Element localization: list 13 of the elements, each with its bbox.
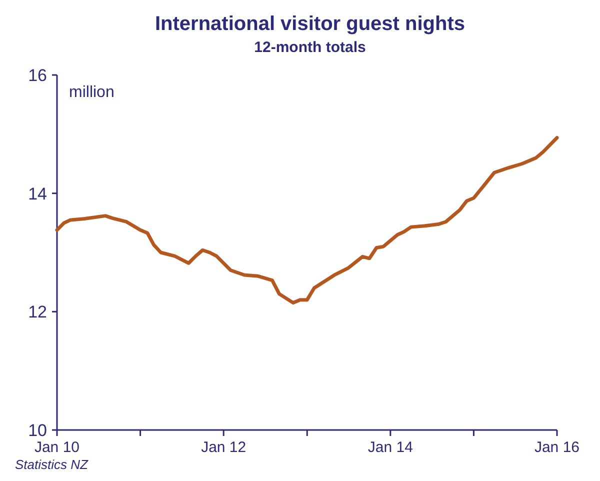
y-axis-title: million (69, 84, 114, 101)
y-tick-label: 14 (28, 184, 47, 204)
y-tick-label: 10 (28, 420, 47, 440)
chart-subtitle: 12-month totals (254, 39, 366, 56)
x-tick-label: Jan 16 (534, 439, 580, 456)
text: Statistics NZ (15, 457, 90, 472)
x-tick-label: Jan 14 (368, 439, 413, 456)
line-series (55, 136, 559, 305)
y-tick-label: 12 (28, 302, 47, 322)
x-tick-label: Jan 10 (34, 439, 80, 456)
chart-title: International visitor guest nights (154, 13, 466, 35)
x-tick-label: Jan 12 (201, 439, 246, 456)
y-tick-label: 16 (28, 66, 47, 85)
